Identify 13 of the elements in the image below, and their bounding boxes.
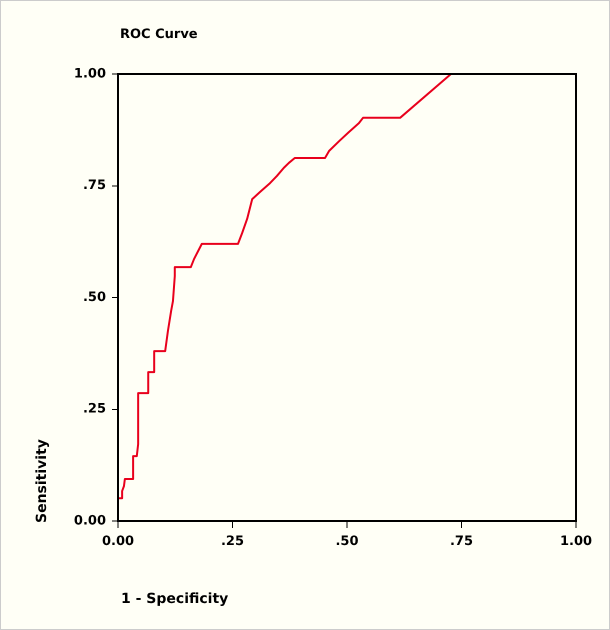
y-tick-label: 1.00: [74, 66, 106, 82]
y-axis-title: Sensitivity: [34, 439, 50, 523]
y-tick-label: 0.00: [74, 513, 106, 528]
x-tick-label: .75: [450, 534, 474, 550]
chart-title: ROC Curve: [120, 27, 198, 42]
x-tick-label: 1.00: [560, 534, 592, 550]
y-tick-label: .25: [82, 402, 106, 417]
y-tick-label: .75: [82, 178, 106, 194]
x-axis-title: 1 - Specificity: [121, 591, 228, 607]
x-tick-label: 0.00: [102, 534, 134, 550]
x-tick-label: .50: [335, 534, 359, 550]
y-tick-label: .50: [82, 290, 106, 305]
x-tick-label: .25: [220, 534, 244, 550]
